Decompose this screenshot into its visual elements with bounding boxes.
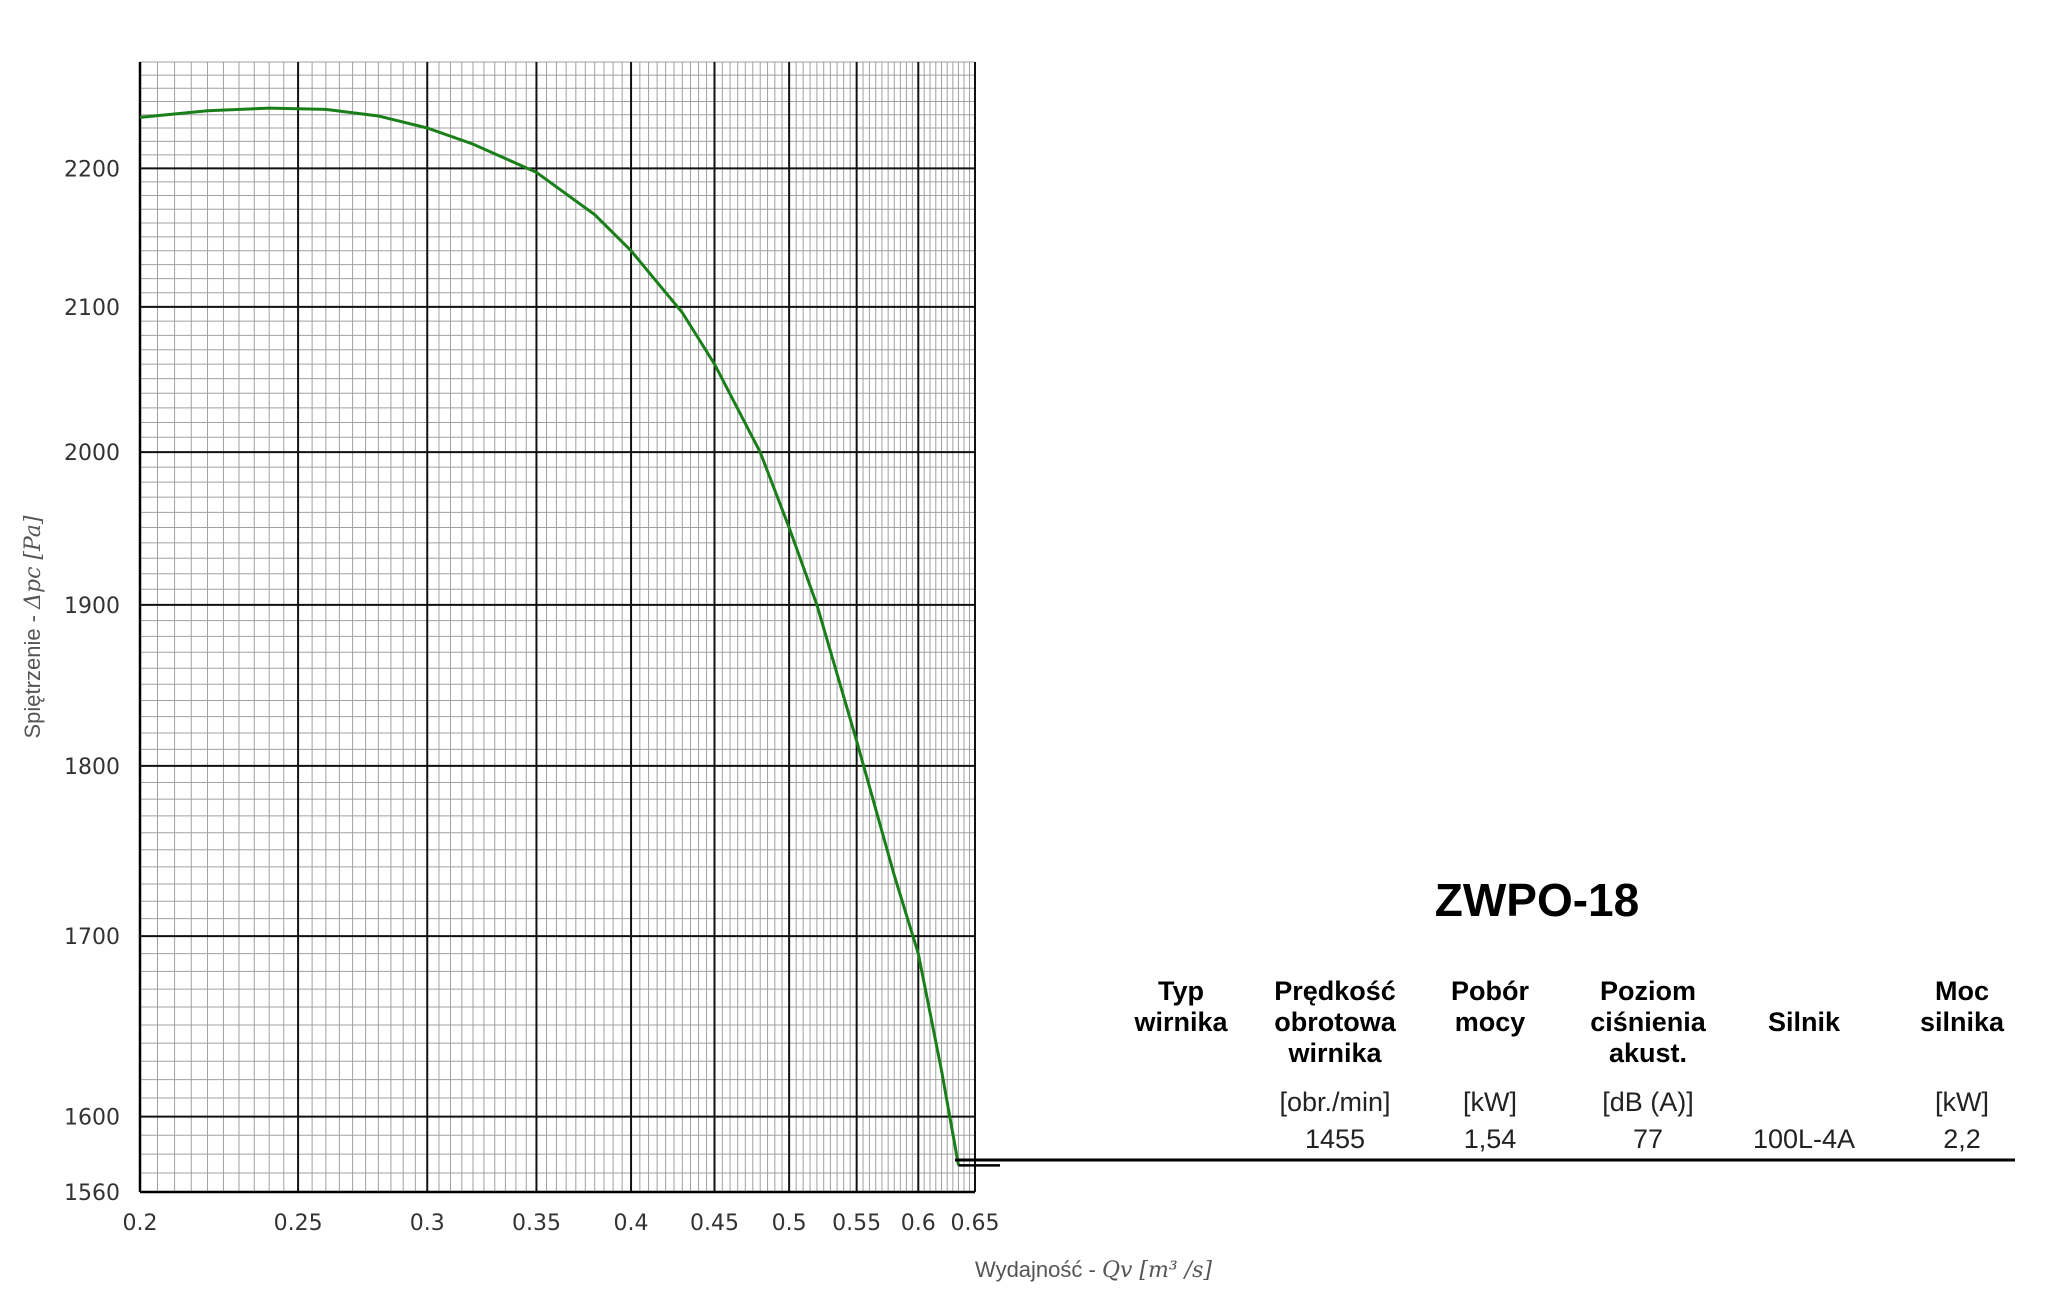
value-motor-power: 2,2 bbox=[1943, 1124, 1981, 1154]
x-tick-label: 0.55 bbox=[832, 1211, 881, 1236]
header-sound-pressure: Poziom bbox=[1600, 976, 1696, 1006]
header-rotational-speed: Prędkość bbox=[1274, 976, 1396, 1006]
header-power-consumption: mocy bbox=[1455, 1007, 1526, 1037]
y-tick-label: 2100 bbox=[64, 296, 120, 321]
minor-grid bbox=[139, 61, 976, 1193]
x-tick-label: 0.3 bbox=[410, 1211, 445, 1236]
x-tick-label: 0.35 bbox=[512, 1211, 561, 1236]
y-tick-label: 2000 bbox=[64, 441, 120, 466]
fan-model-title: ZWPO-18 bbox=[1435, 874, 1639, 926]
value-motor: 100L-4A bbox=[1753, 1124, 1855, 1154]
header-sound-pressure: ciśnienia bbox=[1590, 1007, 1707, 1037]
unit-motor-power: [kW] bbox=[1935, 1087, 1989, 1117]
y-tick-label: 2200 bbox=[64, 157, 120, 182]
unit-sound-pressure: [dB (A)] bbox=[1602, 1087, 1694, 1117]
x-tick-label: 0.4 bbox=[614, 1211, 649, 1236]
header-motor-power: Moc bbox=[1935, 976, 1989, 1006]
header-motor: Silnik bbox=[1768, 1007, 1841, 1037]
header-sound-pressure: akust. bbox=[1609, 1038, 1687, 1068]
y-tick-label: 1700 bbox=[64, 925, 120, 950]
header-motor-power: silnika bbox=[1920, 1007, 2005, 1037]
x-axis-title: Wydajność - Qv [m³ /s] bbox=[975, 1257, 1212, 1283]
fan-curve-series bbox=[139, 106, 960, 1166]
x-tick-label: 0.6 bbox=[901, 1211, 936, 1236]
header-rotational-speed: obrotowa bbox=[1274, 1007, 1396, 1037]
header-impeller-type: wirnika bbox=[1133, 1007, 1228, 1037]
unit-rotational-speed: [obr./min] bbox=[1279, 1087, 1390, 1117]
header-impeller-type: Typ bbox=[1158, 976, 1204, 1006]
unit-power-consumption: [kW] bbox=[1463, 1087, 1517, 1117]
header-power-consumption: Pobór bbox=[1451, 976, 1529, 1006]
y-tick-labels: 1560 1600 1700 1800 1900 2000 2100 2200 bbox=[64, 157, 120, 1206]
x-tick-labels: 0.2 0.25 0.3 0.35 0.4 0.45 0.5 0.55 0.6 0.65 bbox=[123, 1211, 1000, 1236]
value-power-consumption: 1,54 bbox=[1464, 1124, 1517, 1154]
y-tick-label: 1600 bbox=[64, 1106, 120, 1131]
header-rotational-speed: wirnika bbox=[1287, 1038, 1382, 1068]
x-tick-label: 0.65 bbox=[951, 1211, 1000, 1236]
fan-spec-table: TypwirnikaPrędkośćobrotowawirnikaPobórmo… bbox=[1133, 976, 2005, 1154]
y-tick-label: 1800 bbox=[64, 755, 120, 780]
y-tick-label: 1900 bbox=[64, 594, 120, 619]
x-tick-label: 0.2 bbox=[123, 1211, 158, 1236]
x-tick-label: 0.5 bbox=[772, 1211, 807, 1236]
y-axis-title: Spiętrzenie - Δpc [Pa] bbox=[20, 515, 46, 738]
y-tick-label: 1560 bbox=[64, 1181, 120, 1206]
x-tick-label: 0.45 bbox=[690, 1211, 739, 1236]
x-tick-label: 0.25 bbox=[274, 1211, 323, 1236]
value-sound-pressure: 77 bbox=[1633, 1124, 1663, 1154]
value-rotational-speed: 1455 bbox=[1305, 1124, 1365, 1154]
